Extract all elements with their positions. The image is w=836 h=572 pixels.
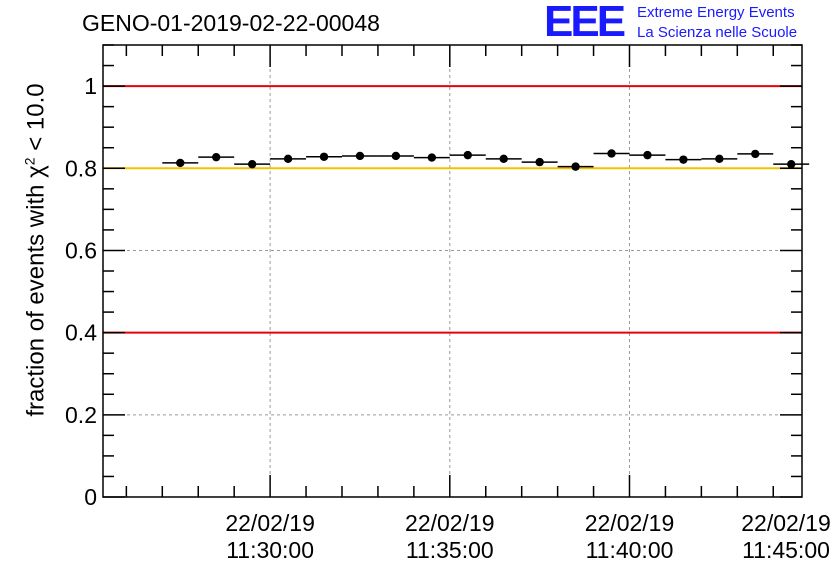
data-point [176,158,185,168]
data-point [355,151,365,161]
data-point [247,159,257,169]
y-tick-label: 0.2 [65,402,97,428]
data-point [679,155,688,164]
data-point [571,162,580,171]
x-tick-label-date: 22/02/19 [225,510,315,536]
data-point [427,153,437,162]
logo-text-line2: La Scienza nelle Scuole [637,24,798,41]
plot-frame [102,44,803,498]
y-tick-label: 0 [84,484,97,510]
data-point [535,157,544,167]
data-point [715,154,724,164]
data-point [499,154,508,164]
data-point [787,159,796,169]
data-point [212,152,221,162]
data-point [319,152,329,161]
x-tick-label-date: 22/02/19 [585,510,675,536]
data-point [643,150,652,160]
y-tick-label: 1 [84,73,97,99]
chart-title: GENO-01-2019-02-22-00048 [82,10,380,36]
x-tick-label-date: 22/02/19 [405,510,495,536]
x-tick-label-time: 11:35:00 [406,537,494,563]
data-point [283,154,293,164]
y-tick-label: 0.4 [65,320,97,346]
data-point [391,151,401,161]
x-tick-label-time: 11:40:00 [586,537,674,563]
x-tick-label-date: 22/02/19 [741,510,831,536]
eee-logo-mark: EEE [544,0,626,46]
y-tick-label: 0.6 [65,237,97,263]
x-tick-label-time: 11:30:00 [226,537,314,563]
data-point [463,150,472,160]
data-point [607,149,616,158]
logo-text-line1: Extreme Energy Events [637,4,795,21]
y-tick-label: 0.8 [65,155,97,181]
data-point [751,149,760,159]
x-tick-label-time: 11:45:00 [742,537,830,563]
